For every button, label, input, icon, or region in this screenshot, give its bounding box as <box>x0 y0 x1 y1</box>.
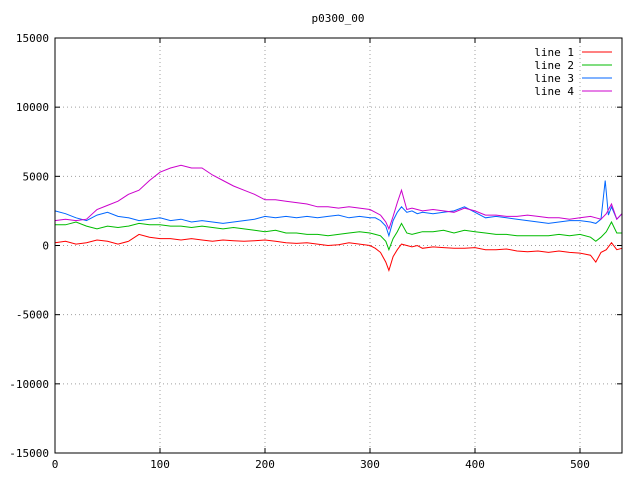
x-tick-label: 0 <box>52 458 59 471</box>
legend-label-1: line 1 <box>534 46 574 59</box>
series-line-3 <box>54 180 623 238</box>
plot-frame <box>54 37 623 454</box>
chart-title: p0300_00 <box>312 12 365 25</box>
x-tick-label: 100 <box>150 458 170 471</box>
legend-label-2: line 2 <box>534 59 574 72</box>
grid-layer <box>55 38 622 453</box>
series-line-4 <box>54 164 623 231</box>
x-tick-label: 400 <box>465 458 485 471</box>
y-tick-label: 5000 <box>23 170 50 183</box>
series-layer <box>54 164 623 272</box>
legend-label-4: line 4 <box>534 85 574 98</box>
x-tick-label: 300 <box>360 458 380 471</box>
x-tick-label: 500 <box>570 458 590 471</box>
y-tick-label: 15000 <box>16 32 49 45</box>
series-line-1 <box>54 233 623 272</box>
legend-label-3: line 3 <box>534 72 574 85</box>
y-tick-label: -5000 <box>16 309 49 322</box>
y-tick-label: 0 <box>42 240 49 253</box>
x-tick-label: 200 <box>255 458 275 471</box>
y-tick-label: 10000 <box>16 101 49 114</box>
series-line-2 <box>55 220 622 252</box>
plot-area-background <box>55 38 622 453</box>
y-tick-label: -15000 <box>9 447 49 460</box>
y-tick-label: -10000 <box>9 378 49 391</box>
